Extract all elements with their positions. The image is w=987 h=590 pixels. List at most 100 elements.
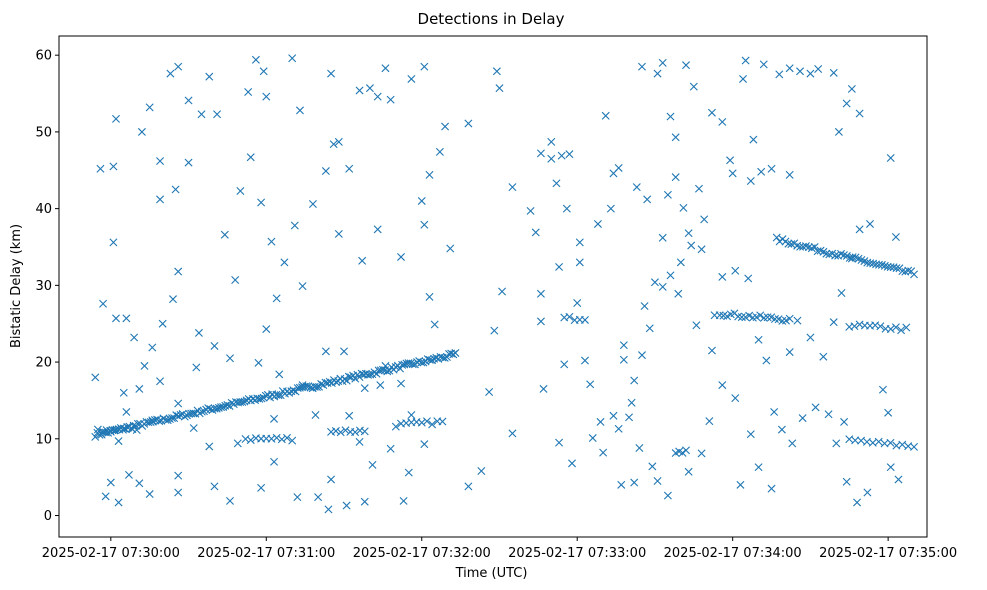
detection-point [163, 416, 172, 425]
detection-point [197, 407, 206, 416]
detection-point [122, 407, 131, 416]
detection-point [575, 238, 584, 247]
detection-point [212, 404, 221, 413]
detection-point [547, 137, 556, 146]
detection-point [710, 311, 719, 320]
detection-point [171, 185, 180, 194]
detection-point [886, 154, 895, 162]
detection-point [736, 480, 745, 489]
detection-point [731, 266, 740, 275]
detection-point [391, 363, 400, 372]
detection-point [824, 410, 833, 419]
detection-point [251, 55, 260, 64]
detection-point [798, 414, 807, 423]
detection-point [257, 394, 266, 403]
detection-point [420, 220, 429, 229]
plot-frame [58, 35, 928, 538]
detection-point [308, 200, 317, 209]
detection-point [866, 219, 874, 228]
detection-point [666, 112, 675, 121]
detection-point [399, 496, 408, 505]
detection-point [417, 418, 426, 427]
detection-point [98, 428, 107, 437]
detection-point [617, 480, 626, 489]
detection-point [741, 56, 750, 65]
detection-point [184, 158, 193, 167]
detection-point [840, 417, 849, 426]
detection-point [547, 154, 556, 163]
detection-point [397, 252, 406, 261]
detection-point [676, 258, 685, 267]
detection-point [834, 127, 843, 136]
detection-point [336, 428, 345, 437]
detection-point [671, 133, 680, 142]
detection-point [671, 173, 680, 182]
detection-point [526, 206, 535, 215]
y-axis-label: Bistatic Delay (km) [9, 224, 24, 348]
y-tick-label: 0 [44, 509, 52, 524]
detection-point [850, 322, 859, 331]
detection-point [217, 403, 225, 412]
detection-point [777, 425, 786, 434]
detection-point [678, 448, 687, 457]
detection-point [536, 317, 545, 326]
detection-point [609, 411, 618, 420]
detection-point [93, 425, 102, 434]
x-tick-label: 2025-02-17 07:30:00 [42, 546, 180, 561]
detection-point [763, 313, 772, 322]
detection-point [477, 467, 486, 476]
detection-point [663, 190, 672, 199]
detection-point [197, 110, 206, 119]
chart-title: Detections in Delay [418, 10, 565, 28]
detection-point [312, 383, 321, 391]
detection-point [898, 440, 907, 449]
detection-point [878, 385, 887, 394]
detection-point [658, 282, 667, 291]
detection-point [876, 322, 885, 331]
detection-point [109, 238, 118, 247]
detection-point [682, 61, 691, 70]
detection-point [855, 109, 864, 118]
detection-point [145, 490, 154, 499]
detection-point [814, 65, 823, 73]
detection-point [106, 478, 115, 487]
detection-point [355, 373, 364, 382]
detection-point [425, 170, 434, 179]
detection-point [829, 318, 838, 327]
detection-point [174, 412, 183, 421]
detection-point [884, 408, 893, 417]
detection-point [565, 312, 574, 321]
detection-point [91, 432, 100, 441]
detection-point [793, 316, 802, 325]
y-tick-label: 20 [35, 356, 52, 371]
detection-point [148, 343, 157, 352]
detection-point [575, 258, 584, 267]
detection-point [345, 164, 354, 173]
y-tick-label: 60 [35, 49, 52, 64]
detection-point [829, 68, 838, 77]
detection-point [498, 287, 507, 296]
detection-point [351, 428, 360, 437]
x-tick-label: 2025-02-17 07:31:00 [197, 546, 335, 561]
detection-point [744, 274, 753, 283]
detection-point [277, 435, 286, 444]
detection-point [106, 427, 115, 436]
x-tick-label: 2025-02-17 07:33:00 [508, 546, 646, 561]
detection-point [290, 221, 299, 230]
detection-point [246, 436, 255, 445]
detection-point [205, 442, 214, 451]
detection-point [863, 488, 872, 497]
detection-point [122, 314, 131, 323]
detection-point [189, 409, 198, 418]
detection-point [731, 394, 740, 403]
detection-point [355, 437, 364, 446]
y-tick-label: 40 [35, 202, 52, 217]
detection-point [420, 440, 429, 449]
detection-point [810, 242, 819, 251]
detection-point [334, 229, 343, 238]
detection-point [342, 501, 351, 510]
detection-point [112, 425, 121, 434]
detection-point [847, 254, 856, 263]
detection-point [360, 497, 369, 506]
detection-point [257, 483, 266, 492]
